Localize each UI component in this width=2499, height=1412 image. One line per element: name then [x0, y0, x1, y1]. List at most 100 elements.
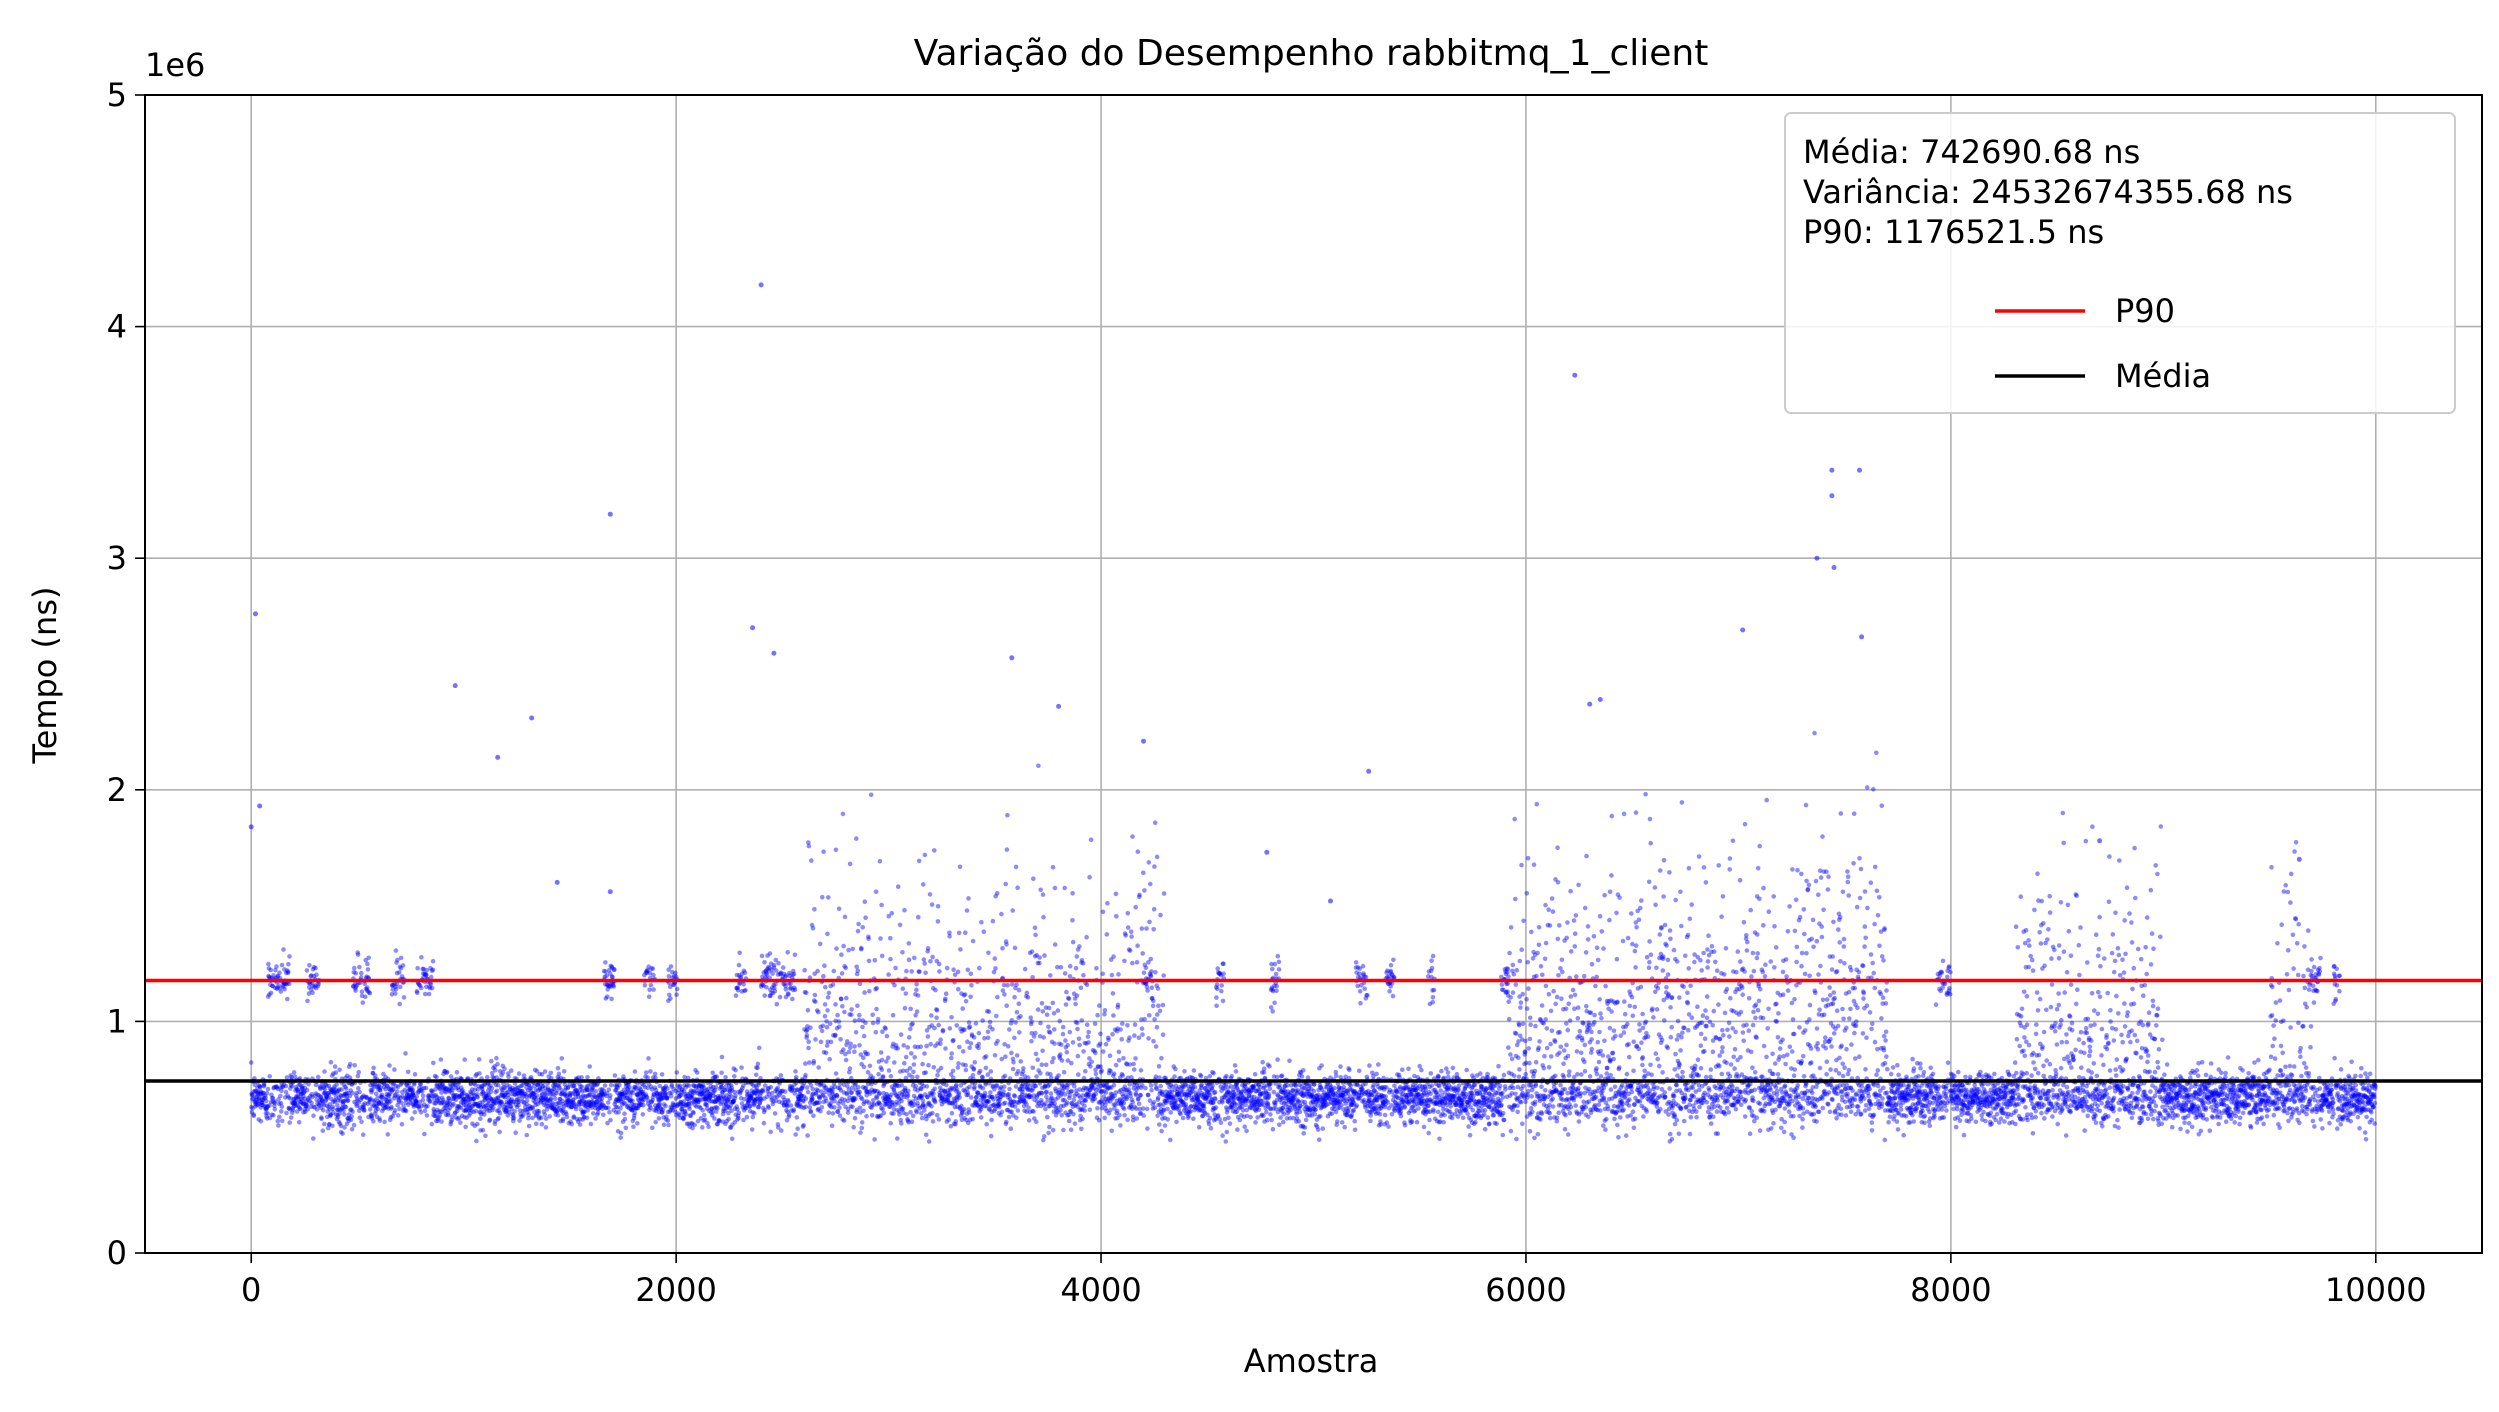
scatter-point	[889, 1074, 894, 1079]
scatter-point	[831, 1111, 836, 1116]
scatter-point	[832, 1099, 837, 1104]
scatter-point	[1121, 1056, 1126, 1061]
scatter-point	[1070, 918, 1075, 923]
scatter-point	[1098, 1032, 1103, 1037]
scatter-point	[1042, 953, 1047, 958]
scatter-point	[886, 972, 891, 977]
scatter-point	[907, 958, 912, 963]
scatter-point	[1051, 1128, 1056, 1133]
scatter-point	[579, 1075, 584, 1080]
scatter-point	[874, 1007, 879, 1012]
scatter-point	[609, 1083, 614, 1088]
scatter-point	[853, 1018, 858, 1023]
scatter-point	[1304, 1118, 1309, 1123]
scatter-point	[1233, 1102, 1238, 1107]
scatter-point	[267, 1074, 272, 1079]
scatter-point	[956, 1061, 961, 1066]
scatter-point	[1083, 1069, 1088, 1074]
scatter-point	[259, 1119, 264, 1124]
scatter-point	[960, 1006, 965, 1011]
scatter-point	[857, 1090, 862, 1095]
scatter-point	[916, 915, 921, 920]
scatter-point	[769, 1085, 774, 1090]
scatter-point	[1281, 1106, 1286, 1111]
scatter-point	[944, 1083, 949, 1088]
scatter-point	[424, 1086, 429, 1091]
scatter-point	[860, 1025, 865, 1030]
scatter-point	[353, 988, 358, 993]
scatter-point	[428, 1099, 433, 1104]
scatter-point	[357, 1090, 362, 1095]
scatter-point	[521, 1113, 526, 1118]
scatter-point	[1202, 1102, 1207, 1107]
scatter-point	[1123, 933, 1128, 938]
scatter-point	[806, 1090, 811, 1095]
scatter-point	[863, 899, 868, 904]
scatter-point	[803, 1061, 808, 1066]
scatter-point	[1028, 1015, 1033, 1020]
scatter-point	[1075, 993, 1080, 998]
scatter-point	[787, 1112, 792, 1117]
scatter-point	[477, 1057, 482, 1062]
scatter-point	[1266, 1102, 1271, 1107]
scatter-point	[837, 1024, 842, 1029]
scatter-point	[923, 971, 928, 976]
scatter-point	[1003, 1074, 1008, 1079]
scatter-point	[941, 1028, 946, 1033]
scatter-point	[977, 966, 982, 971]
scatter-point	[1219, 989, 1224, 994]
scatter-point	[1085, 1022, 1090, 1027]
scatter-point	[756, 1062, 761, 1067]
scatter-point	[495, 1089, 500, 1094]
scatter-point	[931, 1119, 936, 1124]
scatter-point	[1013, 1094, 1018, 1099]
scatter-point	[1207, 1122, 1212, 1127]
scatter-point	[854, 965, 859, 970]
scatter-point	[823, 985, 828, 990]
scatter-point	[987, 1009, 992, 1014]
scatter-point	[968, 1025, 973, 1030]
scatter-point	[813, 1000, 818, 1005]
scatter-point	[1219, 983, 1224, 988]
scatter-point	[1257, 1107, 1262, 1112]
scatter-point	[415, 966, 420, 971]
scatter-point	[737, 963, 742, 968]
scatter-point	[513, 1130, 518, 1135]
scatter-point	[826, 1110, 831, 1115]
scatter-point	[1015, 1053, 1020, 1058]
scatter-point	[649, 983, 654, 988]
scatter-point	[427, 992, 432, 997]
scatter-point	[936, 1023, 941, 1028]
scatter-point	[1301, 1068, 1306, 1073]
scatter-point	[1071, 940, 1076, 945]
scatter-point	[891, 1013, 896, 1018]
scatter-point	[333, 1064, 338, 1069]
scatter-point	[1005, 813, 1010, 818]
scatter-point	[915, 1009, 920, 1014]
scatter-point	[1137, 893, 1142, 898]
scatter-point	[929, 1013, 934, 1018]
scatter-point	[1060, 1058, 1065, 1063]
scatter-point	[858, 1130, 863, 1135]
scatter-point	[914, 1084, 919, 1089]
scatter-point	[856, 922, 861, 927]
scatter-point	[948, 1093, 953, 1098]
scatter-point	[946, 1117, 951, 1122]
scatter-point	[943, 1046, 948, 1051]
scatter-point	[1270, 967, 1275, 972]
scatter-point	[963, 1063, 968, 1068]
scatter-point	[1017, 1030, 1022, 1035]
scatter-point	[906, 1089, 911, 1094]
scatter-point	[284, 1084, 289, 1089]
scatter-point	[419, 986, 424, 991]
scatter-point	[910, 1021, 915, 1026]
scatter-point	[723, 1075, 728, 1080]
scatter-point	[387, 1063, 392, 1068]
scatter-point	[1197, 1125, 1202, 1130]
scatter-point	[1070, 891, 1075, 896]
scatter-point	[279, 1089, 284, 1094]
scatter-point	[829, 1040, 834, 1045]
scatter-point	[915, 1110, 920, 1115]
scatter-point	[1014, 982, 1019, 987]
scatter-point	[366, 956, 371, 961]
